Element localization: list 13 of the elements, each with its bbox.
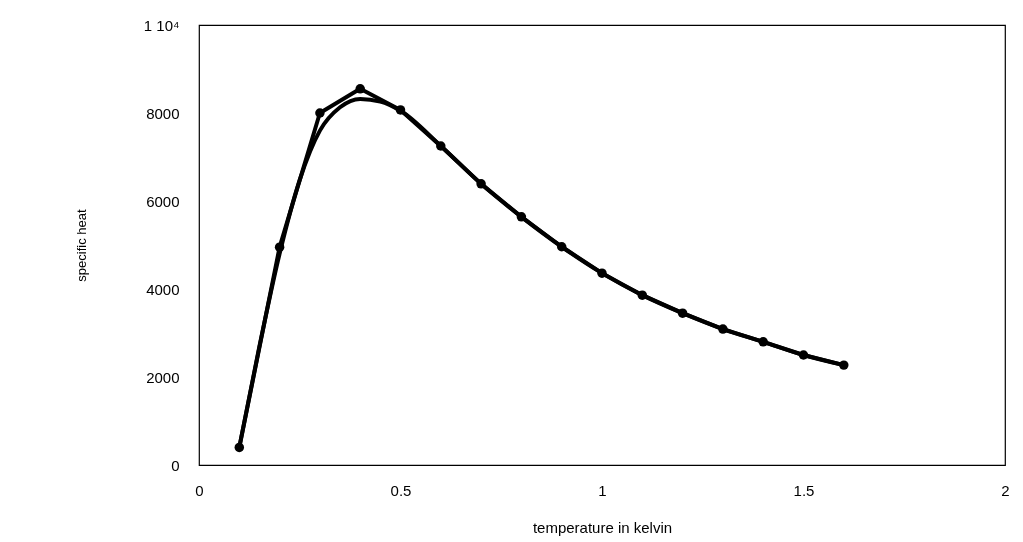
y-tick-label: 0	[171, 456, 180, 474]
y-tick-label: 4000	[146, 280, 180, 298]
x-tick-label: 1	[598, 481, 607, 499]
y-tick-label: 8000	[146, 104, 180, 122]
x-tick-label: 0	[195, 481, 204, 499]
x-tick-label: 0.5	[390, 481, 412, 499]
y-axis-title: specific heat	[73, 208, 89, 282]
y-tick-label: 6000	[146, 192, 180, 210]
x-axis-title: temperature in kelvin	[532, 518, 673, 536]
y-tick-label: 2000	[146, 368, 180, 386]
y-tick-label: 1 10⁴	[143, 16, 180, 34]
x-tick-label: 1.5	[793, 481, 815, 499]
x-tick-label: 2	[1001, 481, 1010, 499]
